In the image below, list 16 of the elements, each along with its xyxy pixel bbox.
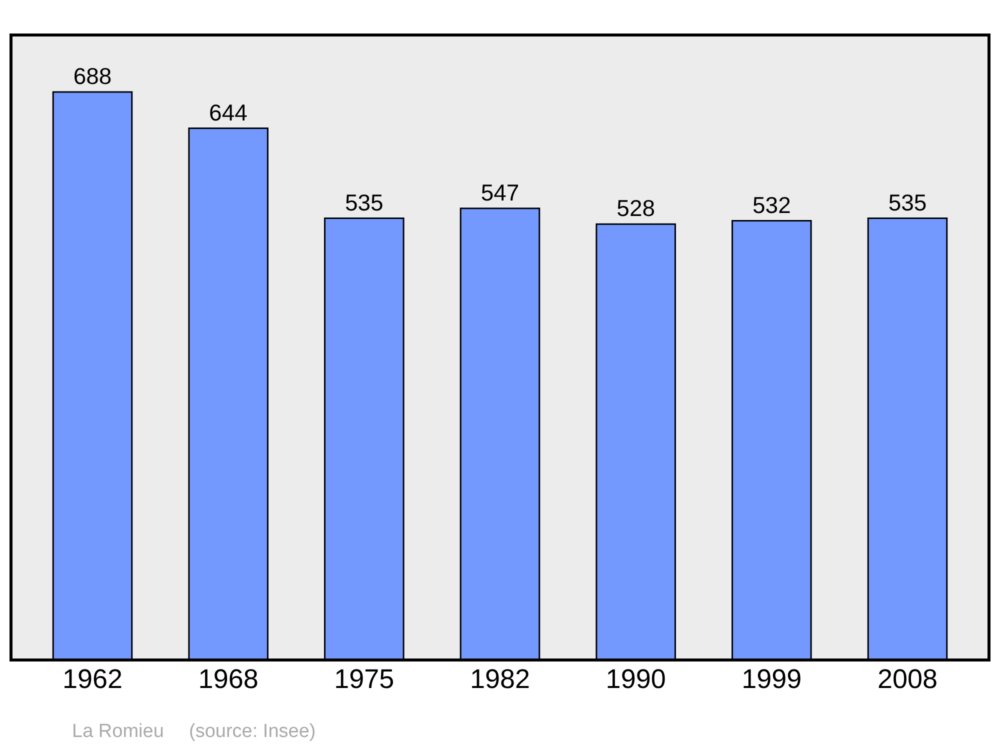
x-tick-label: 1982 (470, 664, 530, 694)
text: La Romieu (72, 721, 164, 742)
x-tick-label: 1990 (606, 664, 666, 694)
x-tick-label: 1962 (62, 664, 123, 694)
x-tick-label: 2008 (877, 664, 938, 694)
x-tick-label: 1999 (742, 664, 802, 694)
data-label: 688 (73, 62, 112, 89)
data-label: 547 (480, 179, 520, 206)
x-tick-label: 1975 (334, 664, 394, 694)
data-label: 535 (344, 189, 384, 216)
data-label: 528 (616, 195, 656, 222)
data-label: 535 (888, 189, 927, 216)
data-label: 532 (752, 192, 791, 218)
x-tick-label: 1968 (198, 664, 258, 694)
text: (source: Insee) (189, 721, 316, 742)
data-label: 644 (209, 99, 248, 126)
